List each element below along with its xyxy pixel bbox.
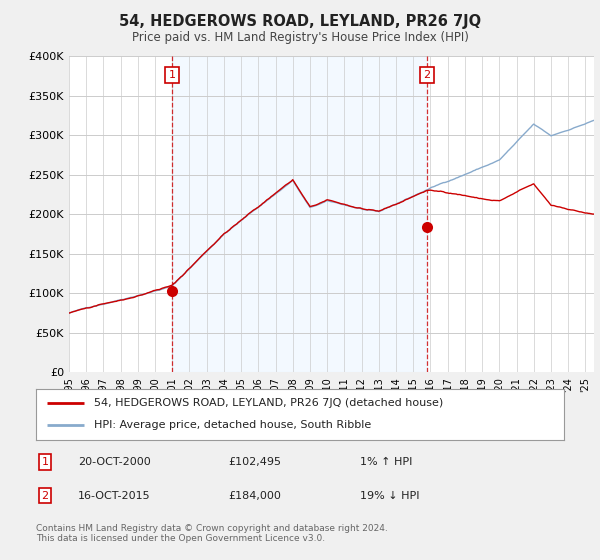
Text: HPI: Average price, detached house, South Ribble: HPI: Average price, detached house, Sout… — [94, 421, 371, 431]
Text: 20-OCT-2000: 20-OCT-2000 — [78, 457, 151, 467]
Text: 1: 1 — [41, 457, 49, 467]
Text: £184,000: £184,000 — [228, 491, 281, 501]
Text: Contains HM Land Registry data © Crown copyright and database right 2024.
This d: Contains HM Land Registry data © Crown c… — [36, 524, 388, 543]
Text: 16-OCT-2015: 16-OCT-2015 — [78, 491, 151, 501]
Text: 2: 2 — [41, 491, 49, 501]
Text: 19% ↓ HPI: 19% ↓ HPI — [360, 491, 419, 501]
Text: 54, HEDGEROWS ROAD, LEYLAND, PR26 7JQ: 54, HEDGEROWS ROAD, LEYLAND, PR26 7JQ — [119, 14, 481, 29]
Text: 1: 1 — [169, 70, 176, 80]
Text: 2: 2 — [424, 70, 431, 80]
Text: Price paid vs. HM Land Registry's House Price Index (HPI): Price paid vs. HM Land Registry's House … — [131, 31, 469, 44]
Text: 1% ↑ HPI: 1% ↑ HPI — [360, 457, 412, 467]
Bar — [172, 56, 427, 372]
Text: £102,495: £102,495 — [228, 457, 281, 467]
Text: 54, HEDGEROWS ROAD, LEYLAND, PR26 7JQ (detached house): 54, HEDGEROWS ROAD, LEYLAND, PR26 7JQ (d… — [94, 398, 443, 408]
